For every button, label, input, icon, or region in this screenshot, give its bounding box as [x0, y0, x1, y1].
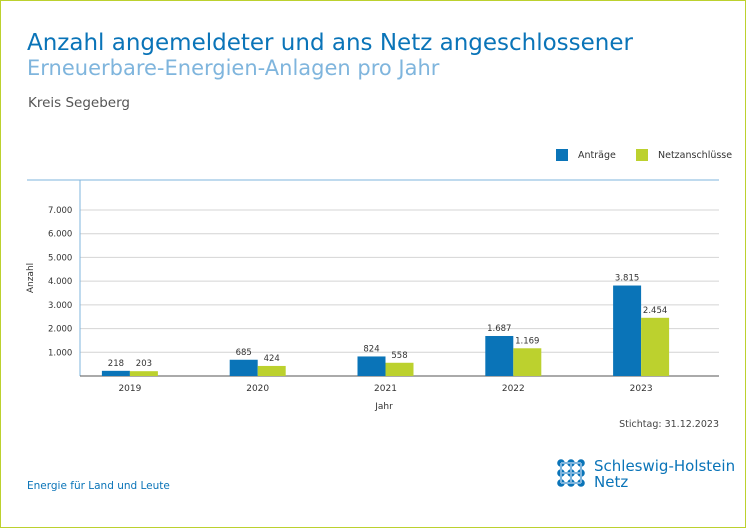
y-tick-label: 3.000 [48, 301, 72, 311]
legend-swatch-netzanschluesse [636, 149, 648, 161]
logo-text-line1: Schleswig-Holstein [594, 457, 736, 475]
data-label: 1.169 [515, 336, 539, 346]
legend-item-netzanschluesse: Netzanschlüsse [636, 148, 732, 162]
stichtag-label: Stichtag: 31.12.2023 [619, 419, 719, 430]
x-tick-label: 2022 [502, 384, 525, 394]
bar-netzanschluesse [257, 365, 286, 376]
bar-antraege [229, 359, 258, 376]
data-label: 424 [264, 354, 280, 364]
y-axis-title: Anzahl [26, 263, 36, 293]
y-tick-label: 5.000 [48, 253, 72, 263]
data-label: 3.815 [615, 274, 639, 284]
bar-antraege [357, 356, 386, 376]
y-tick-label: 7.000 [48, 206, 72, 216]
data-label: 685 [236, 348, 252, 358]
data-label: 2.454 [643, 306, 667, 316]
chart-title: Anzahl angemeldeter und ans Netz angesch… [27, 30, 633, 56]
y-tick-label: 1.000 [48, 348, 72, 358]
bar-antraege [613, 285, 642, 376]
company-logo: Schleswig-Holstein Netz [556, 457, 735, 492]
x-tick-label: 2023 [630, 384, 653, 394]
x-tick-label: 2019 [118, 384, 141, 394]
legend-item-antraege: Anträge [556, 148, 616, 162]
chart-subtitle: Erneuerbare-Energien-Anlagen pro Jahr [27, 56, 440, 80]
bar-netzanschluesse [641, 317, 670, 376]
bar-netzanschluesse [385, 362, 414, 376]
data-label: 824 [363, 344, 379, 354]
y-tick-label: 2.000 [48, 325, 72, 335]
bar-antraege [101, 370, 130, 376]
data-label: 203 [136, 359, 152, 369]
x-tick-label: 2021 [374, 384, 397, 394]
x-axis-title: Jahr [374, 402, 393, 412]
data-label: 558 [391, 351, 407, 361]
x-tick-label: 2020 [246, 384, 269, 394]
bar-netzanschluesse [513, 348, 542, 376]
legend-label-netzanschluesse: Netzanschlüsse [658, 149, 733, 161]
logo-icon [557, 459, 585, 487]
bar-antraege [485, 335, 514, 376]
y-tick-label: 6.000 [48, 230, 72, 240]
y-tick-label: 4.000 [48, 277, 72, 287]
bar-netzanschluesse [129, 371, 158, 376]
slogan: Energie für Land und Leute [27, 480, 170, 492]
data-label: 218 [108, 359, 124, 369]
data-label: 1.687 [487, 324, 511, 334]
logo-text-line2: Netz [594, 473, 629, 491]
legend-swatch-antraege [556, 149, 568, 161]
region-label: Kreis Segeberg [28, 95, 130, 111]
legend-label-antraege: Anträge [578, 149, 616, 161]
